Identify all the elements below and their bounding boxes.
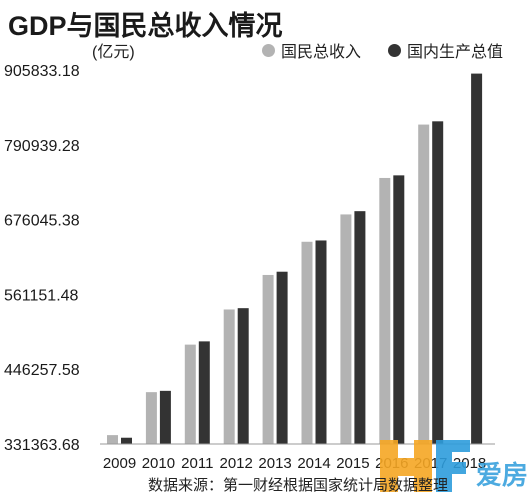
x-tick-label: 2011 <box>181 455 213 472</box>
bars <box>100 73 495 445</box>
bar-gni-2009 <box>107 435 118 444</box>
y-axis-ticks: 905833.18 790939.28 676045.38 561151.48 4462… <box>4 63 80 454</box>
bar-gni-2013 <box>262 274 274 444</box>
legend-gni-dot <box>262 43 275 57</box>
y-tick-label: 561151.48 <box>4 287 79 304</box>
x-tick-label: 2012 <box>220 455 253 472</box>
data-source: 数据来源：第一财经根据国家统计局数据整理 <box>148 477 449 494</box>
y-tick-label: 905833.18 <box>4 63 80 80</box>
legend-gdp-dot <box>388 43 401 57</box>
bar-gni-2016 <box>379 177 391 445</box>
bar-gdp-2009 <box>121 437 132 444</box>
x-tick-label: 2015 <box>336 455 369 472</box>
bar-gdp-2016 <box>393 175 405 444</box>
bar-gdp-2018 <box>471 73 483 444</box>
legend-gdp: 国内生产总值 <box>388 38 503 62</box>
bar-gdp-2011 <box>198 341 210 444</box>
bar-gni-2017 <box>418 124 430 444</box>
svg-text:爱房: 爱房 <box>476 461 528 491</box>
legend-gdp-label: 国内生产总值 <box>407 44 504 61</box>
watermark-logo-icon: 爱房 <box>380 440 528 492</box>
y-tick-label: 790939.28 <box>4 138 80 155</box>
bar-gni-2011 <box>184 344 196 444</box>
bar-gdp-2010 <box>159 390 171 444</box>
bar-gni-2012 <box>223 309 235 444</box>
y-tick-label: 446257.58 <box>4 362 80 379</box>
bar-gni-2015 <box>340 214 352 444</box>
y-tick-label: 331363.68 <box>4 437 80 454</box>
bar-gdp-2017 <box>432 121 444 445</box>
bar-gni-2014 <box>301 241 313 444</box>
legend-gni-label: 国民总收入 <box>281 44 362 61</box>
x-tick-label: 2014 <box>297 455 330 472</box>
x-tick-label: 2009 <box>103 455 136 472</box>
bar-gni-2010 <box>145 392 157 444</box>
x-tick-label: 2013 <box>258 455 291 472</box>
x-tick-label: 2010 <box>142 455 175 472</box>
bar-gdp-2014 <box>315 240 327 444</box>
chart-title: GDP与国民总收入情况 <box>8 11 283 41</box>
bar-gdp-2015 <box>354 211 366 444</box>
y-axis-unit: (亿元) <box>92 44 135 61</box>
legend-gni: 国民总收入 <box>262 38 361 62</box>
y-tick-label: 676045.38 <box>4 213 80 230</box>
bar-gdp-2012 <box>237 308 249 444</box>
bar-gdp-2013 <box>276 271 288 444</box>
